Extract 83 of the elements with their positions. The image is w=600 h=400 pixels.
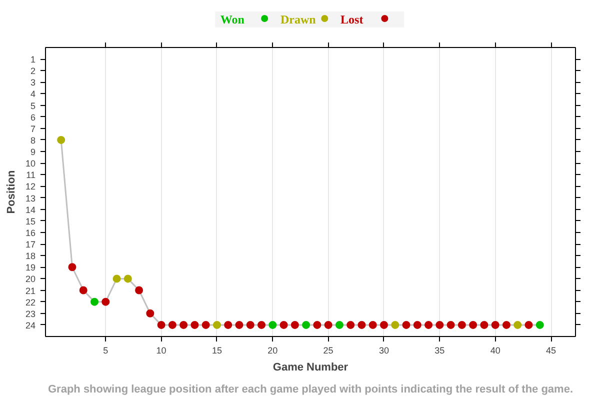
- point: [424, 320, 433, 329]
- x-tick-label: 45: [546, 346, 556, 356]
- point: [324, 320, 332, 329]
- point: [413, 320, 422, 329]
- point: [224, 320, 232, 329]
- point: [168, 320, 176, 329]
- y-tick-label: 11: [26, 170, 36, 180]
- point: [302, 320, 310, 329]
- y-tick-label: 9: [30, 147, 36, 158]
- y-tick-label: 20: [25, 274, 36, 284]
- point: [135, 286, 144, 294]
- legend-label: Lost: [340, 12, 364, 26]
- x-tick-label: 20: [268, 346, 278, 356]
- legend-label: Won: [220, 12, 245, 26]
- x-tick-label: 15: [212, 346, 222, 356]
- y-tick-label: 16: [25, 228, 36, 238]
- x-tick-label: 40: [490, 346, 500, 356]
- x-tick-label: 30: [378, 346, 389, 356]
- y-tick-label: 22: [25, 297, 36, 308]
- y-tick-label: 8: [30, 135, 36, 146]
- point: [102, 298, 110, 306]
- point: [268, 320, 277, 329]
- point: [446, 320, 455, 329]
- point: [79, 286, 88, 294]
- point: [57, 136, 66, 144]
- point: [469, 320, 478, 329]
- point: [358, 320, 366, 329]
- y-tick-label: 24: [25, 320, 36, 330]
- y-tick-label: 17: [25, 240, 36, 250]
- point: [290, 320, 299, 329]
- x-tick-label: 35: [434, 346, 445, 356]
- x-tick-label: 5: [103, 346, 108, 356]
- y-tick-label: 10: [25, 158, 36, 169]
- point: [157, 320, 166, 329]
- point: [202, 320, 210, 329]
- point: [368, 320, 377, 329]
- point: [491, 320, 500, 329]
- point: [68, 263, 76, 272]
- point: [335, 320, 344, 329]
- y-tick-label: 7: [30, 124, 36, 134]
- x-axis-title: Game Number: [272, 362, 349, 374]
- point: [90, 298, 98, 306]
- point: [391, 320, 400, 329]
- y-axis-title: Position: [5, 170, 18, 214]
- point: [180, 320, 188, 329]
- y-tick-label: 12: [25, 182, 36, 192]
- point: [212, 320, 221, 329]
- legend-label: Drawn: [280, 12, 316, 26]
- point: [436, 320, 444, 329]
- y-tick-label: 4: [30, 89, 36, 100]
- y-tick-label: 15: [25, 216, 36, 226]
- point: [190, 320, 199, 329]
- point: [124, 274, 132, 283]
- point: [502, 320, 510, 329]
- point: [258, 320, 266, 329]
- y-tick-label: 2: [30, 66, 36, 76]
- point: [246, 320, 254, 329]
- point: [235, 320, 244, 329]
- point: [480, 320, 488, 329]
- point: [280, 320, 288, 329]
- point: [402, 320, 410, 329]
- point: [346, 320, 355, 329]
- point: [514, 320, 522, 329]
- y-tick-label: 19: [25, 262, 36, 273]
- y-tick-label: 13: [25, 193, 36, 204]
- y-tick-label: 18: [25, 251, 36, 262]
- y-tick-label: 23: [25, 308, 36, 319]
- point: [536, 320, 544, 329]
- point: [524, 320, 533, 329]
- y-tick-label: 5: [30, 100, 36, 111]
- x-tick-label: 25: [323, 346, 334, 356]
- text: Graph showing league position after each game played with points indicating the result of the game.: [48, 384, 574, 396]
- point: [112, 274, 121, 283]
- point: [380, 320, 388, 329]
- y-tick-label: 3: [30, 78, 36, 88]
- y-tick-label: 1: [30, 54, 36, 65]
- y-tick-label: 14: [25, 204, 36, 215]
- point: [313, 320, 322, 329]
- x-tick-label: 10: [156, 346, 166, 356]
- point: [458, 320, 466, 329]
- y-tick-label: 6: [30, 112, 36, 122]
- point: [146, 309, 154, 318]
- y-tick-label: 21: [25, 286, 36, 296]
